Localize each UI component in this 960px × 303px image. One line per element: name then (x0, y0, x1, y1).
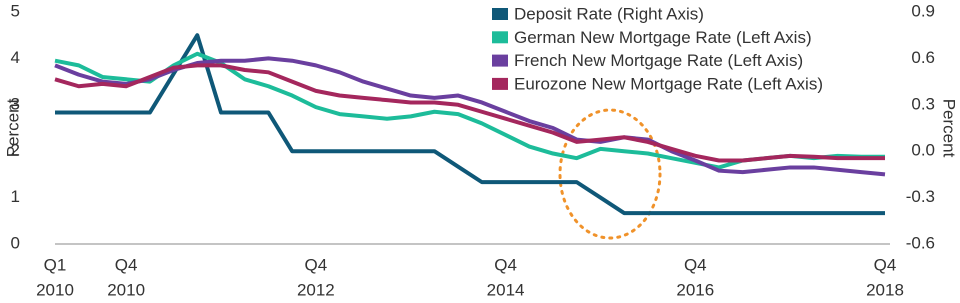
y-tick-label: 0 (11, 233, 20, 252)
legend-label: French New Mortgage Rate (Left Axis) (514, 51, 803, 70)
legend-swatch (492, 77, 508, 90)
y2-tick-label: 0.6 (911, 48, 935, 67)
x-tick-year: 2010 (36, 280, 74, 299)
x-tick-label: Q4 (305, 255, 328, 274)
x-tick-year: 2014 (487, 280, 525, 299)
y2-tick-label: -0.6 (906, 233, 935, 252)
x-tick-label: Q4 (874, 255, 897, 274)
legend-label: German New Mortgage Rate (Left Axis) (514, 28, 812, 47)
highlight-ellipse (558, 108, 662, 240)
x-tick-label: Q4 (684, 255, 707, 274)
y-axis-label: Percent (3, 98, 22, 157)
x-tick-year: 2016 (676, 280, 714, 299)
y-tick-label: 3 (11, 94, 20, 113)
legend-swatch (492, 31, 508, 44)
legend-swatch (492, 54, 508, 67)
y-tick-label: 4 (11, 48, 20, 67)
y2-tick-label: 0.3 (911, 94, 935, 113)
legend-swatch (492, 8, 508, 20)
series-line (55, 33, 885, 216)
x-tick-year: 2010 (107, 280, 145, 299)
x-tick-year: 2012 (297, 280, 335, 299)
y-tick-label: 1 (11, 187, 20, 206)
legend-label: Deposit Rate (Right Axis) (514, 4, 704, 23)
x-tick-year: 2018 (866, 280, 904, 299)
x-tick-label: Q4 (115, 255, 138, 274)
y2-tick-label: -0.3 (906, 187, 935, 206)
y2-axis-label: Percent (940, 99, 959, 158)
legend-label: Eurozone New Mortgage Rate (Left Axis) (514, 74, 823, 93)
x-tick-label: Q1 (44, 255, 67, 274)
y2-tick-label: 0.9 (911, 1, 935, 20)
x-tick-label: Q4 (494, 255, 517, 274)
y2-tick-label: 0.0 (911, 141, 935, 160)
y-tick-label: 5 (11, 1, 20, 20)
series-line (54, 51, 885, 170)
y-tick-label: 2 (11, 141, 20, 160)
series-line (54, 63, 885, 163)
